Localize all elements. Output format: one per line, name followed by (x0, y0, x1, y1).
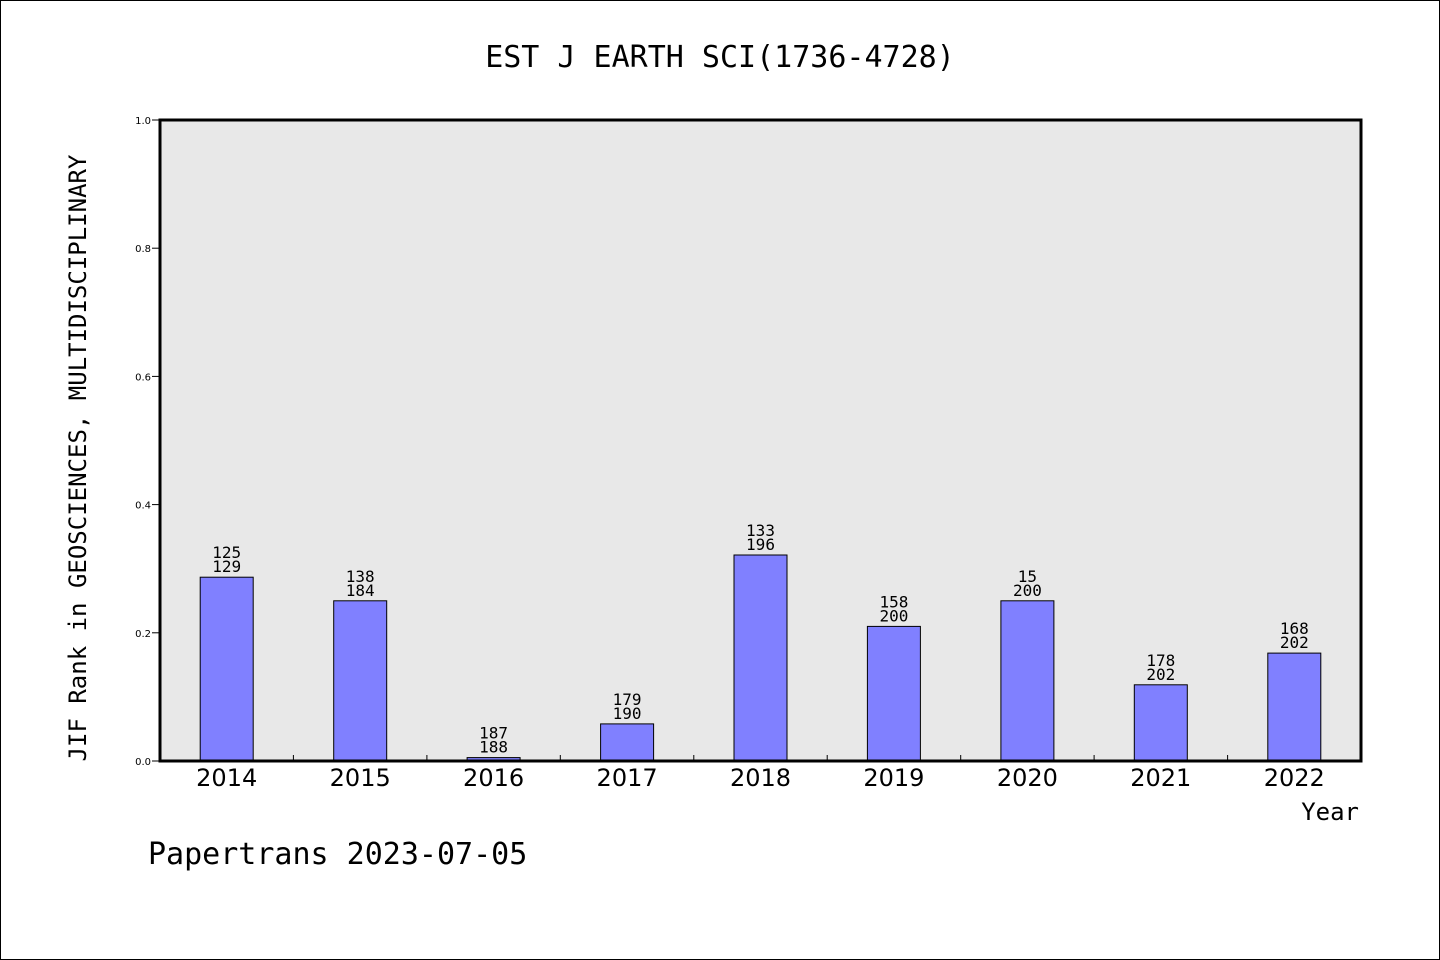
y-tick-label: 0.4 (135, 501, 151, 512)
y-tick-label: 1.0 (135, 116, 151, 127)
bar-label-top: 179 (613, 690, 642, 709)
bar-2018 (733, 554, 788, 762)
x-tick-label: 2016 (463, 764, 524, 792)
bar-label-bottom: 200 (879, 606, 908, 625)
x-axis-label: Year (1301, 798, 1359, 826)
bar-2017 (600, 723, 655, 762)
x-tick-label: 2019 (863, 764, 924, 792)
bar-label-bottom: 184 (346, 581, 375, 600)
x-tick-label: 2022 (1264, 764, 1325, 792)
x-tick-label: 2018 (730, 764, 791, 792)
bar-2014 (199, 576, 254, 762)
bar-2015 (333, 600, 388, 762)
plot-border (158, 118, 1363, 763)
bar-2020 (1000, 600, 1055, 762)
x-tick-label: 2021 (1130, 764, 1191, 792)
chart-title: EST J EARTH SCI(1736-4728) (485, 40, 955, 75)
ticks-group: 2014 2015 2016 2017 2018 2019 2020 2021 2022 0.0 0… (135, 116, 1325, 792)
x-tick-label: 2020 (997, 764, 1058, 792)
y-axis-label: JIF Rank in GEOSCIENCES, MULTIDISCIPLINA… (64, 154, 92, 761)
footer-credit: Papertrans 2023-07-05 (148, 837, 527, 872)
y-tick-label: 0.8 (135, 244, 151, 255)
x-tick-label: 2014 (196, 764, 257, 792)
bar-label-top: 138 (346, 567, 375, 586)
y-tick-label: 0.2 (135, 629, 151, 640)
bar-label-bottom: 190 (613, 704, 642, 723)
bar-label-top: 187 (479, 724, 508, 743)
x-tick-label: 2015 (330, 764, 391, 792)
bar-2022 (1267, 652, 1322, 762)
bar-label-bottom: 188 (479, 738, 508, 757)
y-tick-label: 0.6 (135, 372, 151, 383)
bar-2021 (1133, 684, 1188, 762)
bar-label-bottom: 200 (1013, 581, 1042, 600)
x-tick-label: 2017 (597, 764, 658, 792)
bars-group: 1251291381841871881791901331961582001520… (199, 521, 1322, 762)
bar-label-bottom: 202 (1280, 633, 1309, 652)
bar-label-bottom: 202 (1146, 665, 1175, 684)
bar-label-top: 178 (1146, 651, 1175, 670)
bar-label-top: 158 (879, 592, 908, 611)
bar-label-top: 133 (746, 521, 775, 540)
bar-2019 (866, 625, 921, 762)
bar-label-top: 125 (212, 543, 241, 562)
y-tick-label: 0.0 (135, 757, 151, 768)
bar-label-top: 168 (1280, 619, 1309, 638)
bar-label-top: 15 (1018, 567, 1037, 586)
bar-label-bottom: 196 (746, 535, 775, 554)
bar-label-bottom: 129 (212, 557, 241, 576)
